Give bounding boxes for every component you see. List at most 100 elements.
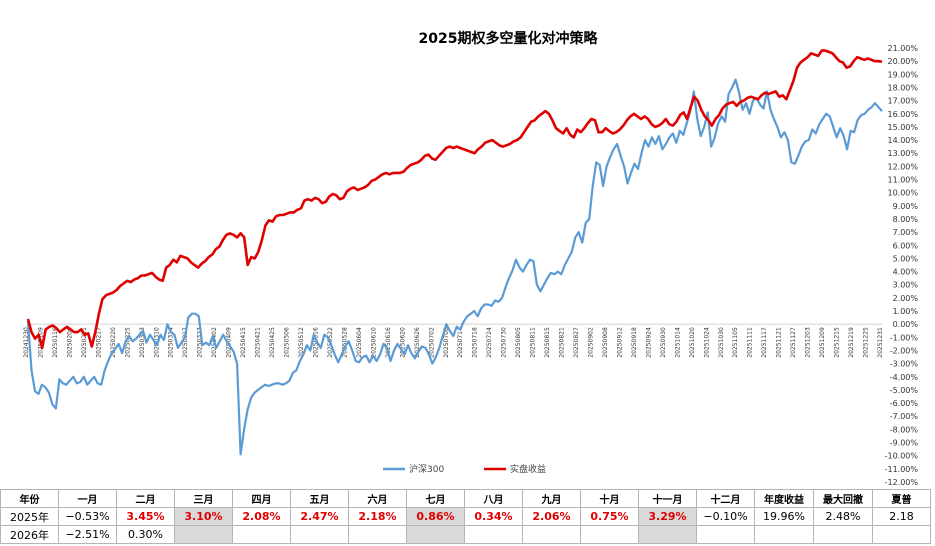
x-tick-label: 20250314 bbox=[168, 327, 175, 358]
table-header-cell: 六月 bbox=[348, 489, 407, 508]
y-tick-label: 0.00% bbox=[893, 320, 919, 329]
table-cell: 2.48% bbox=[813, 507, 873, 526]
x-tick-label: 20250217 bbox=[95, 327, 102, 358]
x-tick-label: 20251231 bbox=[877, 327, 884, 358]
x-tick-label: 20251225 bbox=[863, 327, 870, 358]
x-tick-label: 20250116 bbox=[52, 327, 59, 358]
x-tick-label: 20250626 bbox=[414, 327, 421, 358]
table-cell: 0.34% bbox=[464, 507, 523, 526]
table-header-cell: 三月 bbox=[174, 489, 233, 508]
table-cell bbox=[406, 525, 465, 544]
y-tick-label: -7.00% bbox=[890, 412, 919, 421]
table-header-cell: 七月 bbox=[406, 489, 465, 508]
table-cell: 3.10% bbox=[174, 507, 233, 526]
y-tick-label: 20.00% bbox=[887, 57, 918, 66]
table-cell bbox=[174, 525, 233, 544]
table-header-cell: 二月 bbox=[116, 489, 175, 508]
x-tick-label: 20251117 bbox=[761, 327, 768, 358]
x-tick-label: 20250421 bbox=[255, 327, 262, 358]
series-layer bbox=[26, 49, 883, 456]
y-tick-label: -9.00% bbox=[890, 439, 919, 448]
monthly-returns-table: 年份 一月 二月 三月 四月 五月 六月 七月 八月 九月 十月 十一月 十二月 年度收益 最大回撤 夏普 20… bbox=[0, 489, 931, 544]
table-cell bbox=[696, 525, 755, 544]
table-cell: 2.18% bbox=[348, 507, 407, 526]
x-tick-label: 20251209 bbox=[819, 327, 826, 358]
table-cell bbox=[638, 525, 697, 544]
series-line-live-return bbox=[26, 49, 883, 350]
y-tick-label: 15.00% bbox=[887, 123, 918, 132]
series-line-csi300 bbox=[26, 78, 883, 456]
table-cell: 0.75% bbox=[580, 507, 639, 526]
x-axis-tick-labels: 20241230 20250109 20250116 20250206 20250211… bbox=[23, 327, 884, 358]
x-tick-label: 20250425 bbox=[269, 327, 276, 358]
table-cell bbox=[290, 525, 349, 544]
table-header-cell: 年度收益 bbox=[754, 489, 814, 508]
legend-label: 实盘收益 bbox=[510, 463, 546, 475]
table-cell bbox=[522, 525, 581, 544]
x-tick-label: 20250714 bbox=[457, 327, 464, 358]
table-cell: 2026年 bbox=[0, 525, 59, 544]
y-tick-label: 1.00% bbox=[893, 307, 919, 316]
y-tick-label: -5.00% bbox=[890, 386, 919, 395]
x-tick-label: 20250506 bbox=[284, 327, 291, 358]
x-tick-label: 20251020 bbox=[689, 327, 696, 358]
table-cell bbox=[232, 525, 291, 544]
legend-label: 沪深300 bbox=[409, 463, 444, 475]
y-tick-label: -4.00% bbox=[890, 373, 919, 382]
x-tick-label: 20250918 bbox=[631, 327, 638, 358]
x-tick-label: 20250620 bbox=[399, 327, 406, 358]
x-tick-label: 20250821 bbox=[559, 327, 566, 358]
y-tick-label: 14.00% bbox=[887, 136, 918, 145]
y-tick-label: -3.00% bbox=[890, 360, 919, 369]
table-cell: −2.51% bbox=[58, 525, 117, 544]
y-tick-label: 13.00% bbox=[887, 149, 918, 158]
x-tick-label: 20250912 bbox=[616, 327, 623, 358]
table-header-cell: 九月 bbox=[522, 489, 581, 508]
x-tick-label: 20250211 bbox=[81, 327, 88, 358]
x-tick-label: 20250516 bbox=[312, 327, 319, 358]
x-tick-label: 20251030 bbox=[718, 327, 725, 358]
table-cell: 2.06% bbox=[522, 507, 581, 526]
x-tick-label: 20250310 bbox=[153, 327, 160, 358]
table-cell: −0.53% bbox=[58, 507, 117, 526]
table-cell: 0.30% bbox=[116, 525, 175, 544]
x-tick-label: 20251024 bbox=[703, 327, 710, 358]
table-header-cell: 夏普 bbox=[872, 489, 931, 508]
table-cell: 3.45% bbox=[116, 507, 175, 526]
y-tick-label: 18.00% bbox=[887, 83, 918, 92]
x-tick-label: 20251203 bbox=[805, 327, 812, 358]
table-cell: 2.18 bbox=[872, 507, 931, 526]
y-tick-label: 12.00% bbox=[887, 162, 918, 171]
x-tick-label: 20250805 bbox=[515, 327, 522, 358]
y-axis-tick-labels: 21.00% 20.00% 19.00% 18.00% 17.00% 16.00% 15.0… bbox=[885, 44, 919, 487]
y-tick-label: 10.00% bbox=[887, 189, 918, 198]
x-tick-label: 20251121 bbox=[776, 327, 783, 358]
x-tick-label: 20250827 bbox=[573, 327, 580, 358]
x-tick-label: 20250512 bbox=[298, 327, 305, 358]
x-tick-label: 20250616 bbox=[385, 327, 392, 358]
x-tick-label: 20251215 bbox=[834, 327, 841, 358]
y-tick-label: 8.00% bbox=[893, 215, 919, 224]
x-tick-label: 20250930 bbox=[660, 327, 667, 358]
x-tick-label: 20250327 bbox=[197, 327, 204, 358]
x-tick-label: 20250702 bbox=[428, 327, 435, 358]
y-tick-label: 4.00% bbox=[893, 268, 919, 277]
table-cell: 0.86% bbox=[406, 507, 465, 526]
y-tick-label: -11.00% bbox=[885, 465, 919, 474]
y-tick-label: 16.00% bbox=[887, 110, 918, 119]
x-tick-label: 20250528 bbox=[341, 327, 348, 358]
chart-title: 2025期权多空量化对冲策略 bbox=[419, 30, 599, 47]
x-tick-label: 20250415 bbox=[240, 327, 247, 358]
table-header-cell: 最大回撤 bbox=[813, 489, 873, 508]
table-header-cell: 十二月 bbox=[696, 489, 755, 508]
table-cell bbox=[813, 525, 873, 544]
x-tick-label: 20251014 bbox=[674, 327, 681, 358]
table-cell: 2.08% bbox=[232, 507, 291, 526]
y-tick-label: 7.00% bbox=[893, 228, 919, 237]
x-tick-label: 20250303 bbox=[139, 327, 146, 358]
y-tick-label: -12.00% bbox=[885, 478, 919, 487]
table-cell: 3.29% bbox=[638, 507, 697, 526]
table-row: 2025年 −0.53% 3.45% 3.10% 2.08% 2.47% 2.18% 0.86… bbox=[0, 507, 931, 526]
x-tick-label: 20250811 bbox=[530, 327, 537, 358]
y-tick-label: 6.00% bbox=[893, 241, 919, 250]
